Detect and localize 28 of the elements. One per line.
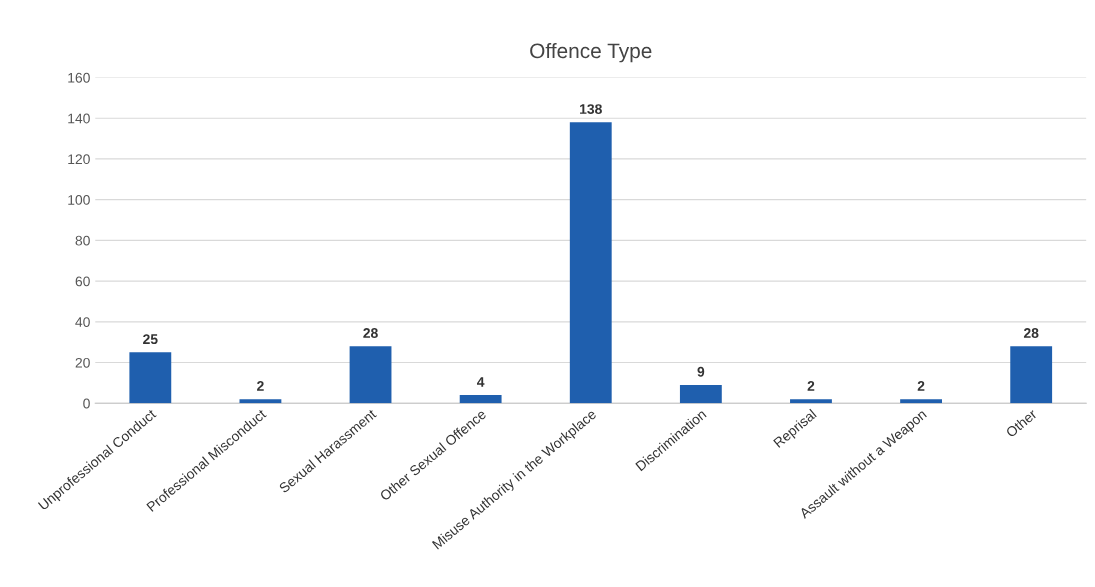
- y-tick-label: 160: [68, 72, 90, 83]
- data-label: 2: [917, 381, 925, 391]
- data-label: 28: [1023, 328, 1039, 338]
- y-tick-label: 80: [75, 235, 90, 246]
- bar: [900, 399, 942, 404]
- y-tick-label: 120: [68, 154, 90, 165]
- bar: [1010, 346, 1053, 404]
- data-label: 9: [697, 366, 705, 377]
- data-label: 25: [143, 334, 158, 345]
- bar: [459, 395, 502, 404]
- data-label: 138: [580, 104, 602, 114]
- bar: [349, 346, 392, 404]
- bar: [129, 352, 172, 404]
- bar: [569, 122, 612, 404]
- bar: [790, 399, 832, 404]
- y-tick-label: 60: [75, 276, 90, 287]
- data-label: 2: [807, 381, 815, 391]
- y-tick-label: 140: [68, 113, 90, 124]
- data-label: 2: [257, 381, 264, 391]
- chart-title: Offence Type: [530, 42, 652, 63]
- y-tick-label: 100: [68, 194, 90, 205]
- y-tick-label: 20: [75, 357, 90, 368]
- bar: [679, 384, 722, 404]
- y-tick-label: 40: [75, 317, 90, 327]
- data-label: 4: [476, 377, 485, 387]
- bar: [239, 399, 282, 404]
- data-label: 28: [363, 328, 378, 338]
- y-tick-label: 0: [83, 398, 90, 409]
